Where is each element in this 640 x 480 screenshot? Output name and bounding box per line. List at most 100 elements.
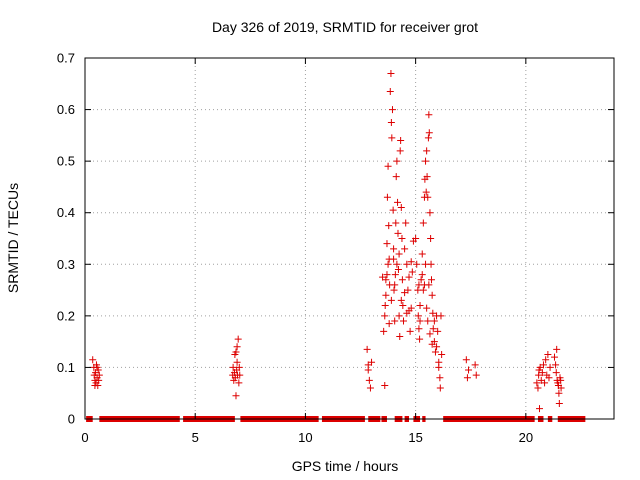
data-point bbox=[535, 405, 543, 413]
data-point bbox=[423, 147, 431, 155]
data-point bbox=[388, 106, 396, 114]
data-point bbox=[393, 260, 401, 268]
data-point bbox=[413, 260, 421, 268]
data-point bbox=[424, 134, 432, 142]
data-point bbox=[383, 271, 391, 279]
data-point bbox=[428, 291, 436, 299]
data-point bbox=[384, 260, 392, 268]
data-point bbox=[431, 348, 439, 356]
data-point bbox=[407, 304, 415, 312]
data-point bbox=[534, 384, 542, 392]
data-point bbox=[430, 317, 438, 325]
data-point bbox=[403, 260, 411, 268]
data-point bbox=[419, 219, 427, 227]
data-point bbox=[428, 340, 436, 348]
data-point bbox=[463, 374, 471, 382]
data-point bbox=[544, 351, 552, 359]
data-point bbox=[93, 363, 101, 371]
data-point bbox=[438, 351, 446, 359]
data-point bbox=[383, 193, 391, 201]
data-point bbox=[408, 268, 416, 276]
data-point bbox=[533, 379, 541, 387]
data-point bbox=[397, 137, 405, 145]
data-point bbox=[542, 356, 550, 364]
data-point bbox=[434, 327, 442, 335]
data-point bbox=[433, 343, 441, 351]
y-tick-label: 0.6 bbox=[57, 102, 75, 117]
data-point bbox=[415, 325, 423, 333]
data-point bbox=[557, 376, 565, 384]
data-point bbox=[541, 379, 549, 387]
data-point bbox=[402, 219, 410, 227]
data-point bbox=[429, 325, 437, 333]
data-point bbox=[365, 376, 373, 384]
data-point bbox=[422, 188, 430, 196]
x-tick-label: 15 bbox=[408, 430, 422, 445]
data-point bbox=[425, 111, 433, 119]
data-point bbox=[393, 157, 401, 165]
data-point bbox=[552, 369, 560, 377]
data-point bbox=[232, 392, 240, 400]
data-point bbox=[416, 302, 424, 310]
y-tick-label: 0.5 bbox=[57, 154, 75, 169]
data-point bbox=[396, 147, 404, 155]
data-point bbox=[406, 327, 414, 335]
data-point bbox=[416, 317, 424, 325]
y-tick-label: 0.7 bbox=[57, 51, 75, 66]
data-point bbox=[412, 235, 420, 242]
data-point bbox=[546, 363, 554, 371]
data-point bbox=[389, 206, 397, 214]
data-point bbox=[425, 281, 433, 289]
data-point bbox=[391, 317, 399, 325]
data-point bbox=[400, 317, 408, 325]
data-point bbox=[427, 235, 435, 242]
data-point bbox=[419, 286, 427, 294]
data-point bbox=[422, 260, 430, 268]
data-point bbox=[385, 222, 393, 230]
data-point bbox=[387, 118, 395, 126]
chart-title: Day 326 of 2019, SRMTID for receiver gro… bbox=[212, 19, 478, 35]
data-point bbox=[426, 330, 434, 338]
data-point bbox=[401, 245, 409, 253]
data-point bbox=[397, 296, 405, 304]
data-point bbox=[425, 129, 433, 137]
data-point bbox=[435, 363, 443, 371]
data-point bbox=[394, 265, 402, 273]
data-point bbox=[399, 302, 407, 310]
data-point bbox=[424, 193, 432, 201]
data-point bbox=[557, 384, 565, 392]
data-point bbox=[384, 162, 392, 170]
x-axis-label: GPS time / hours bbox=[292, 458, 399, 474]
y-axis-label: SRMTID / TECUs bbox=[5, 183, 21, 293]
y-tick-label: 0.1 bbox=[57, 360, 75, 375]
data-point bbox=[555, 400, 563, 408]
data-point bbox=[89, 356, 97, 364]
data-point bbox=[229, 363, 237, 371]
data-point bbox=[381, 302, 389, 310]
data-point bbox=[390, 286, 398, 294]
data-point bbox=[418, 250, 426, 258]
data-point bbox=[381, 381, 389, 389]
data-point bbox=[472, 371, 480, 379]
data-point bbox=[391, 271, 399, 279]
data-point bbox=[407, 258, 415, 266]
axis-ticks: 0 0.1 0.2 0.3 0.4 0.5 0.6 0.7 0 5 10 15 20 bbox=[57, 51, 614, 445]
data-point bbox=[422, 157, 430, 165]
data-point bbox=[414, 312, 422, 320]
data-point bbox=[552, 361, 560, 369]
data-point bbox=[397, 204, 405, 212]
data-point bbox=[235, 363, 243, 371]
x-tick-label: 5 bbox=[192, 430, 199, 445]
data-point bbox=[235, 379, 243, 387]
data-point bbox=[387, 69, 395, 77]
data-point bbox=[462, 356, 470, 364]
data-point bbox=[427, 276, 435, 284]
data-point bbox=[95, 371, 103, 379]
data-point bbox=[398, 276, 406, 284]
data-point bbox=[396, 332, 404, 340]
data-point bbox=[426, 209, 434, 217]
data-point bbox=[386, 88, 394, 96]
data-point bbox=[550, 353, 558, 361]
data-point bbox=[91, 381, 99, 389]
data-point bbox=[381, 312, 389, 320]
